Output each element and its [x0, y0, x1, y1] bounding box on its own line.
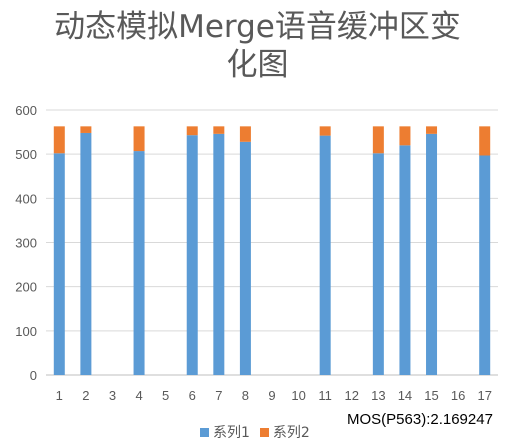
legend-label-series-1: 系列1	[213, 425, 250, 441]
x-tick-label: 16	[451, 388, 465, 403]
x-tick-label: 10	[291, 388, 305, 403]
bar-series-2-cat-15	[426, 126, 438, 134]
bar-series-2-cat-1	[53, 126, 65, 154]
bar-series-2-cat-7	[213, 126, 225, 134]
x-tick-label: 13	[371, 388, 385, 403]
bar-series-2-cat-11	[319, 126, 331, 136]
x-tick-label: 17	[477, 388, 491, 403]
chart-title-line-1: 动态模拟Merge语音缓冲区变	[54, 9, 461, 45]
x-tick-label: 11	[318, 388, 332, 403]
chart-title-line-2: 化图	[226, 47, 289, 83]
y-tick-label: 200	[15, 280, 37, 295]
x-axis-ticks: 1 2 3 4 5 6 7 8 9 10 11 12 13 14 15 16 17	[56, 388, 492, 403]
legend-swatch-series-1	[200, 427, 209, 437]
bar-series-2-cat-4	[133, 126, 145, 152]
legend-label-series-2: 系列2	[272, 425, 310, 441]
bar-series-1-cat-14	[399, 145, 411, 375]
x-tick-label: 4	[135, 388, 142, 403]
y-tick-label: 600	[15, 103, 37, 118]
gridlines	[46, 109, 498, 376]
bars	[53, 126, 491, 375]
bar-series-1-cat-15	[426, 133, 438, 375]
legend-swatch-series-2	[259, 427, 269, 437]
bar-series-1-cat-13	[372, 153, 384, 375]
bar-series-1-cat-1	[53, 153, 65, 375]
legend-item-series-2: 系列2	[259, 422, 310, 442]
bar-series-1-cat-8	[239, 141, 251, 375]
y-axis-ticks: 0 100 200 300 400 500 600	[15, 103, 37, 383]
bar-series-2-cat-6	[186, 126, 198, 136]
bar-series-1-cat-4	[133, 151, 145, 375]
chart-title: 动态模拟Merge语音缓冲区变 化图	[0, 8, 515, 84]
x-tick-label: 5	[162, 388, 169, 403]
x-tick-label: 6	[189, 388, 196, 403]
bar-series-1-cat-6	[186, 135, 198, 375]
bar-series-1-cat-11	[319, 135, 331, 375]
bar-series-1-cat-2	[80, 132, 92, 375]
x-tick-label: 3	[109, 388, 116, 403]
x-tick-label: 9	[268, 388, 275, 403]
y-tick-label: 500	[15, 147, 37, 162]
x-tick-label: 14	[398, 388, 412, 403]
bar-series-2-cat-13	[372, 126, 384, 154]
x-tick-label: 8	[242, 388, 249, 403]
y-tick-label: 100	[15, 324, 37, 339]
x-tick-label: 12	[345, 388, 359, 403]
x-tick-label: 15	[424, 388, 438, 403]
mos-annotation: MOS(P563):2.169247	[347, 411, 493, 428]
y-tick-label: 0	[30, 368, 37, 383]
bar-series-2-cat-8	[239, 126, 251, 142]
y-tick-label: 400	[15, 191, 37, 206]
bar-series-2-cat-14	[399, 126, 411, 146]
legend: 系列1 系列2	[200, 422, 320, 442]
bar-series-1-cat-17	[479, 155, 491, 375]
x-tick-label: 7	[215, 388, 222, 403]
x-tick-label: 2	[82, 388, 89, 403]
bar-series-2-cat-17	[479, 126, 491, 156]
bar-series-2-cat-2	[80, 126, 92, 133]
bar-series-1-cat-7	[213, 133, 225, 375]
x-tick-label: 1	[56, 388, 63, 403]
y-tick-label: 300	[15, 236, 37, 251]
legend-item-series-1: 系列1	[200, 422, 250, 442]
